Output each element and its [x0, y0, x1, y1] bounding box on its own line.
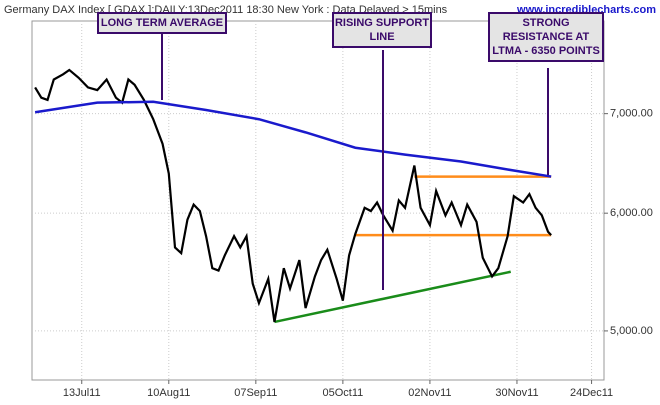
annotation-text: RISING SUPPORT [335, 17, 429, 29]
annotation-text: LONG TERM AVERAGE [101, 17, 223, 29]
y-tick-label: 6,000.00 [610, 207, 653, 219]
annotation-box [488, 12, 604, 62]
y-tick-label: 7,000.00 [610, 108, 653, 120]
x-tick-label: 30Nov11 [495, 387, 538, 399]
x-tick-label: 02Nov11 [408, 387, 451, 399]
series-line [34, 68, 552, 323]
trend-line [274, 270, 511, 324]
annotation-text: STRONG [522, 17, 569, 29]
y-tick-label: 5,000.00 [610, 325, 653, 337]
series-line [34, 100, 552, 178]
x-tick-label: 05Oct11 [322, 387, 363, 399]
annotation-box [332, 12, 432, 48]
x-tick-label: 10Aug11 [147, 387, 190, 399]
annotation-text: LTMA - 6350 POINTS [492, 45, 600, 57]
x-tick-label: 13Jul11 [63, 387, 101, 399]
annotation-text: LINE [369, 31, 394, 43]
x-tick-label: 07Sep11 [234, 387, 277, 399]
annotation-text: RESISTANCE AT [503, 31, 590, 43]
plot-area [31, 20, 605, 381]
x-tick-label: 24Dec11 [570, 387, 613, 399]
annotation-box [97, 12, 227, 34]
